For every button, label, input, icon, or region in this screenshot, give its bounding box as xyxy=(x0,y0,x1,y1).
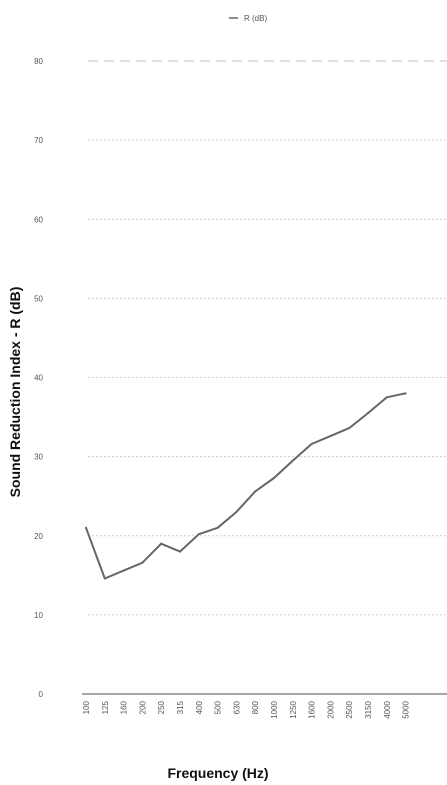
data-point xyxy=(235,511,238,514)
y-tick-labels: 0 10 20 30 40 50 60 70 80 xyxy=(34,57,43,699)
legend: R (dB) xyxy=(229,14,267,23)
x-tick-label: 800 xyxy=(251,700,260,714)
data-point xyxy=(291,459,294,462)
y-tick-label: 10 xyxy=(34,611,43,620)
series-group xyxy=(85,392,407,580)
x-tick-label: 1250 xyxy=(289,700,298,718)
x-tick-label: 630 xyxy=(232,700,241,714)
x-tick-label: 200 xyxy=(138,700,147,714)
data-point xyxy=(329,435,332,438)
x-tick-label: 3150 xyxy=(364,700,373,718)
data-point xyxy=(216,526,219,529)
y-tick-label: 0 xyxy=(39,690,44,699)
series-line xyxy=(85,392,407,580)
legend-label: R (dB) xyxy=(244,14,267,23)
x-tick-label: 1600 xyxy=(308,700,317,718)
data-point xyxy=(404,392,407,395)
x-tick-label: 100 xyxy=(82,700,91,714)
x-tick-labels: 100 125 160 200 250 315 400 500 630 800 1000 1250 16… xyxy=(82,700,411,718)
x-axis-title: Frequency (Hz) xyxy=(167,765,268,781)
x-tick-label: 1000 xyxy=(270,700,279,718)
y-tick-label: 60 xyxy=(34,215,43,224)
data-point xyxy=(197,533,200,536)
x-tick-label: 315 xyxy=(176,700,185,714)
y-tick-label: 30 xyxy=(34,453,43,462)
data-point xyxy=(254,490,257,493)
data-point xyxy=(348,427,351,430)
data-point xyxy=(367,412,369,415)
data-point xyxy=(310,442,313,445)
x-tick-label: 250 xyxy=(157,700,166,714)
y-tick-label: 80 xyxy=(34,57,43,66)
y-tick-label: 40 xyxy=(34,374,43,383)
y-axis-title: Sound Reduction Index - R (dB) xyxy=(7,287,23,498)
data-point xyxy=(141,561,144,564)
x-tick-label: 2000 xyxy=(326,700,335,718)
x-tick-label: 125 xyxy=(101,700,110,714)
data-point xyxy=(103,577,106,580)
x-tick-label: 5000 xyxy=(402,700,411,718)
x-tick-label: 160 xyxy=(120,700,129,714)
data-point xyxy=(273,476,275,479)
x-tick-label: 4000 xyxy=(383,700,392,718)
x-tick-label: 500 xyxy=(214,700,223,714)
data-point xyxy=(385,396,388,399)
y-tick-label: 20 xyxy=(34,532,43,541)
y-tick-label: 50 xyxy=(34,294,43,303)
data-point xyxy=(160,542,163,545)
gridlines xyxy=(88,60,447,616)
data-point xyxy=(85,526,87,529)
data-point xyxy=(179,550,181,553)
y-tick-label: 70 xyxy=(34,136,43,145)
data-point xyxy=(122,569,125,572)
x-tick-label: 2500 xyxy=(345,700,354,718)
x-tick-label: 400 xyxy=(195,700,204,714)
